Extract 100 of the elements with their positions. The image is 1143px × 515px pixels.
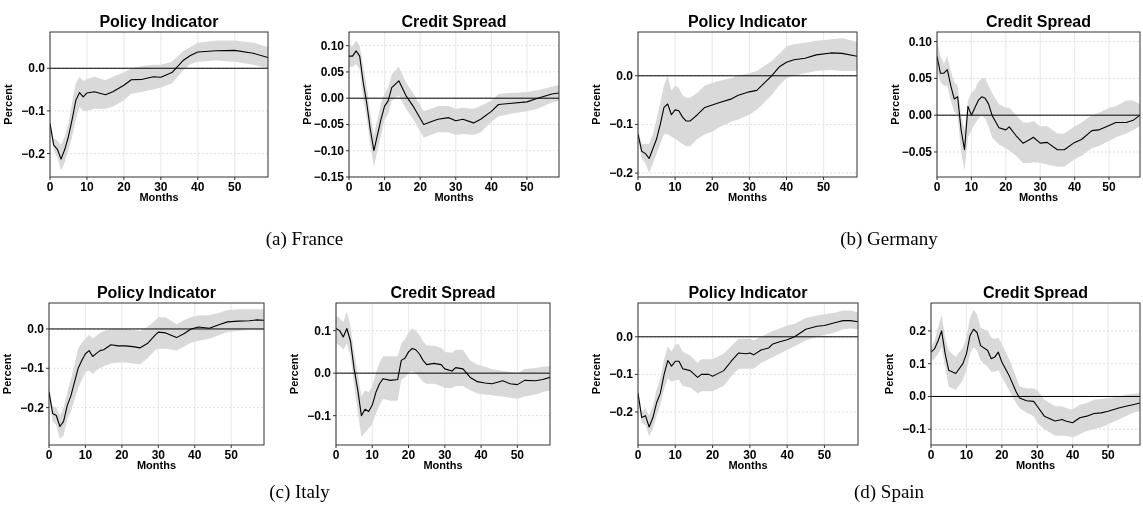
x-tick-label: 30	[743, 448, 757, 462]
y-tick-label: −0.1	[609, 117, 634, 132]
x-tick-label: 40	[779, 180, 794, 194]
y-tick-label: 0.10	[908, 34, 933, 49]
x-tick-label: 10	[78, 448, 93, 462]
y-axis-title: Percent	[301, 83, 313, 125]
chart-title: Policy Indicator	[688, 284, 808, 301]
y-tick-label: −0.2	[21, 146, 46, 161]
x-axis-title: Months	[423, 459, 463, 471]
x-tick-label: 40	[191, 180, 205, 194]
x-tick-label: 10	[964, 180, 979, 194]
y-tick-label: −0.1	[21, 103, 46, 118]
x-axis-title: Months	[728, 459, 768, 471]
x-tick-label: 40	[484, 180, 499, 194]
y-tick-label: 0.2	[909, 323, 927, 338]
y-tick-label: 0.1	[909, 356, 927, 371]
y-axis-title: Percent	[889, 83, 901, 125]
y-tick-label: −0.10	[313, 143, 345, 158]
x-axis-title: Months	[434, 191, 474, 203]
x-tick-label: 20	[117, 180, 131, 194]
x-tick-label: 10	[365, 448, 380, 462]
y-tick-label: 0.00	[908, 108, 933, 123]
x-axis-title: Months	[139, 191, 179, 203]
x-tick-label: 50	[1101, 448, 1116, 462]
x-tick-label: 30	[154, 180, 168, 194]
y-tick-label: −0.05	[901, 144, 933, 159]
y-tick-label: 0.10	[320, 38, 345, 53]
y-tick-label: −0.1	[609, 367, 634, 382]
y-tick-label: −0.2	[609, 166, 634, 181]
x-tick-label: 50	[224, 448, 239, 462]
y-tick-label: 0.0	[616, 68, 634, 83]
x-tick-label: 50	[510, 448, 525, 462]
x-tick-label: 10	[377, 180, 392, 194]
y-tick-label: 0.0	[314, 366, 332, 381]
x-tick-label: 0	[634, 448, 642, 462]
x-tick-label: 10	[668, 180, 683, 194]
y-tick-label: 0.0	[27, 321, 45, 336]
x-axis-title: Months	[1018, 191, 1059, 203]
x-tick-label: 30	[449, 180, 463, 194]
chart-title: Credit Spread	[401, 13, 507, 30]
x-tick-label: 30	[151, 448, 166, 462]
y-axis-title: Percent	[590, 83, 602, 125]
y-tick-label: 0.00	[320, 91, 345, 106]
y-tick-label: 0.0	[28, 61, 46, 76]
x-tick-label: 20	[401, 448, 416, 462]
y-tick-label: −0.2	[20, 400, 45, 415]
x-tick-label: 50	[1102, 180, 1117, 194]
x-tick-label: 0	[634, 180, 642, 194]
x-tick-label: 20	[413, 180, 428, 194]
chart-title: Policy Indicator	[96, 284, 217, 301]
chart-title: Credit Spread	[986, 13, 1091, 30]
chart-title: Credit Spread	[983, 284, 1088, 301]
x-tick-label: 0	[345, 180, 353, 194]
x-tick-label: 20	[705, 180, 720, 194]
y-tick-label: −0.1	[20, 361, 45, 376]
text: (a) France	[265, 228, 344, 250]
y-axis-title: Percent	[2, 83, 14, 125]
chart-title: Credit Spread	[390, 284, 496, 301]
x-tick-label: 20	[999, 180, 1013, 194]
x-tick-label: 0	[332, 448, 340, 462]
x-tick-label: 30	[742, 180, 757, 194]
y-tick-label: 0.05	[320, 64, 345, 79]
chart-title: Policy Indicator	[99, 13, 219, 30]
x-tick-label: 20	[115, 448, 129, 462]
text: (c) Italy	[269, 481, 331, 503]
y-tick-label: −0.2	[609, 404, 634, 419]
x-tick-label: 0	[927, 448, 935, 462]
x-axis-title: Months	[1015, 459, 1056, 471]
x-tick-label: 0	[46, 180, 54, 194]
y-tick-label: −0.05	[313, 117, 345, 132]
x-tick-label: 40	[1066, 448, 1080, 462]
chart-title: Policy Indicator	[687, 13, 808, 30]
x-tick-label: 0	[933, 180, 941, 194]
x-tick-label: 40	[780, 448, 795, 462]
y-tick-label: −0.1	[307, 408, 332, 423]
x-axis-title: Months	[136, 459, 177, 471]
x-tick-label: 10	[80, 180, 94, 194]
y-tick-label: 0.0	[909, 389, 927, 404]
x-tick-label: 30	[438, 448, 452, 462]
x-tick-label: 50	[520, 180, 534, 194]
y-axis-title: Percent	[1, 353, 13, 395]
x-tick-label: 20	[995, 448, 1009, 462]
x-tick-label: 50	[816, 180, 831, 194]
y-axis-title: Percent	[288, 353, 300, 395]
y-tick-label: −0.1	[902, 422, 927, 437]
x-tick-label: 50	[228, 180, 242, 194]
x-tick-label: 40	[188, 448, 202, 462]
x-tick-label: 0	[45, 448, 53, 462]
x-tick-label: 10	[959, 448, 974, 462]
x-tick-label: 10	[668, 448, 683, 462]
x-tick-label: 20	[705, 448, 720, 462]
y-tick-label: 0.05	[908, 71, 933, 86]
text: (d) Spain	[853, 481, 925, 503]
y-tick-label: 0.0	[616, 329, 634, 344]
x-tick-label: 50	[817, 448, 832, 462]
y-tick-label: −0.15	[313, 170, 345, 184]
text: (b) Germany	[840, 228, 939, 250]
y-axis-title: Percent	[883, 353, 895, 395]
x-axis-title: Months	[727, 191, 768, 203]
y-axis-title: Percent	[590, 353, 602, 395]
